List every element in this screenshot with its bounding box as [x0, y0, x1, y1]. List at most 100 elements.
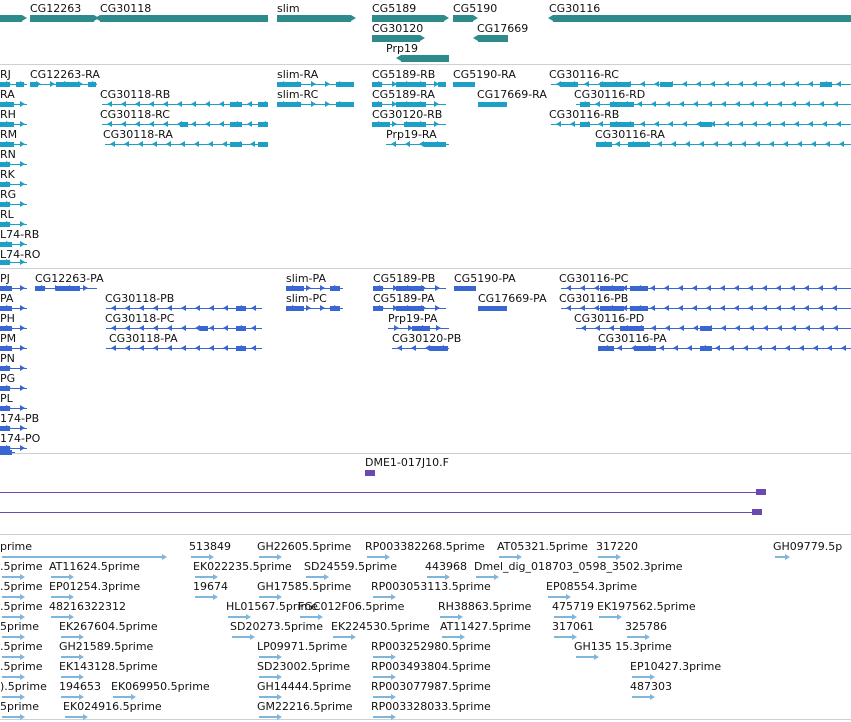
exon-block[interactable] — [453, 82, 475, 87]
exon-block[interactable] — [277, 82, 301, 87]
protein-label[interactable]: PL — [0, 392, 13, 405]
protein-label[interactable]: PN — [0, 352, 15, 365]
est-feature[interactable] — [548, 596, 566, 598]
est-feature[interactable] — [65, 716, 83, 718]
exon-block[interactable] — [56, 286, 80, 291]
est-feature[interactable] — [2, 676, 20, 678]
est-label[interactable]: 325786 — [625, 620, 667, 633]
est-label[interactable]: 317061 — [552, 620, 594, 633]
est-feature[interactable] — [61, 656, 79, 658]
gene-label[interactable]: CG17669 — [477, 22, 529, 35]
exon-block[interactable] — [396, 102, 426, 107]
est-feature[interactable] — [61, 636, 79, 638]
exon-block[interactable] — [0, 182, 10, 187]
gene-bar[interactable] — [30, 15, 94, 22]
exon-block[interactable] — [0, 406, 10, 411]
transcript-label[interactable]: CG30116-RD — [574, 88, 646, 101]
protein-label[interactable]: CG30118-PA — [109, 332, 178, 345]
est-feature[interactable] — [300, 616, 318, 618]
gene-bar[interactable] — [372, 15, 444, 22]
est-feature[interactable] — [2, 716, 20, 718]
transcript-label[interactable]: CG5189-RB — [372, 68, 436, 81]
protein-label[interactable]: CG30118-PB — [105, 292, 175, 305]
exon-block[interactable] — [478, 306, 507, 311]
est-label[interactable]: AT05321.5prime — [497, 540, 588, 553]
est-feature[interactable] — [440, 616, 458, 618]
transcript-label[interactable]: RA — [0, 88, 15, 101]
exon-block[interactable] — [0, 162, 10, 167]
est-feature[interactable] — [373, 676, 391, 678]
exon-block[interactable] — [396, 82, 426, 87]
exon-block[interactable] — [373, 306, 383, 311]
clone-end-marker[interactable] — [365, 470, 375, 476]
est-feature[interactable] — [51, 576, 69, 578]
gene-label[interactable]: CG30116 — [549, 2, 601, 15]
est-label[interactable]: ).5prime — [0, 680, 47, 693]
exon-block[interactable] — [0, 82, 10, 87]
est-label[interactable]: GH21589.5prime — [59, 640, 154, 653]
est-label[interactable]: 5prime — [0, 700, 40, 713]
transcript-label[interactable]: L74-RO — [0, 248, 41, 261]
est-feature[interactable] — [598, 556, 616, 558]
exon-block[interactable] — [610, 122, 634, 127]
transcript-label[interactable]: CG30116-RC — [549, 68, 619, 81]
est-feature[interactable] — [373, 656, 391, 658]
transcript-label[interactable]: L74-RB — [0, 228, 40, 241]
est-feature[interactable] — [373, 716, 391, 718]
exon-block[interactable] — [700, 122, 712, 127]
exon-block[interactable] — [0, 426, 10, 431]
gene-bar[interactable] — [478, 35, 508, 42]
protein-label[interactable]: CG30118-PC — [105, 312, 175, 325]
est-feature[interactable] — [232, 636, 250, 638]
est-feature[interactable] — [2, 696, 20, 698]
exon-block[interactable] — [336, 82, 354, 87]
est-label[interactable]: RP003382268.5prime — [365, 540, 485, 553]
est-feature[interactable] — [554, 636, 572, 638]
transcript-label[interactable]: RK — [0, 168, 15, 181]
exon-block[interactable] — [610, 102, 634, 107]
exon-block[interactable] — [30, 82, 38, 87]
exon-block[interactable] — [0, 446, 10, 451]
transcript-label[interactable]: CG12263-RA — [30, 68, 100, 81]
est-feature[interactable] — [61, 696, 79, 698]
protein-label[interactable]: PH — [0, 312, 15, 325]
protein-label[interactable]: PM — [0, 332, 17, 345]
est-feature[interactable] — [195, 596, 213, 598]
exon-block[interactable] — [336, 102, 354, 107]
est-label[interactable]: 5prime — [0, 620, 40, 633]
gene-bar[interactable] — [277, 15, 351, 22]
est-feature[interactable] — [427, 576, 445, 578]
exon-block[interactable] — [35, 286, 45, 291]
est-label[interactable]: GH135 15.3prime — [574, 640, 672, 653]
est-feature[interactable] — [333, 636, 351, 638]
est-label[interactable]: 317220 — [596, 540, 638, 553]
est-feature[interactable] — [2, 636, 20, 638]
protein-label[interactable]: CG5189-PB — [373, 272, 436, 285]
exon-block[interactable] — [277, 102, 301, 107]
est-label[interactable]: EK143128.5prime — [59, 660, 158, 673]
est-label[interactable]: AT11624.5prime — [49, 560, 140, 573]
est-label[interactable]: FGC012F06.5prime — [298, 600, 405, 613]
est-label[interactable]: EP08554.3prime — [546, 580, 638, 593]
est-label[interactable]: RP003053113.5prime — [371, 580, 491, 593]
exon-block[interactable] — [404, 122, 426, 127]
est-label[interactable]: RH38863.5prime — [438, 600, 532, 613]
gene-label[interactable]: CG5190 — [453, 2, 498, 15]
exon-block[interactable] — [660, 82, 672, 87]
est-label[interactable]: EP10427.3prime — [630, 660, 722, 673]
est-label[interactable]: SD23002.5prime — [257, 660, 350, 673]
est-label[interactable]: GH09779.5p — [773, 540, 843, 553]
protein-label[interactable]: Prp19-PA — [388, 312, 438, 325]
est-label[interactable]: AT11427.5prime — [440, 620, 531, 633]
exon-block[interactable] — [372, 102, 382, 107]
est-label[interactable]: EK024916.5prime — [63, 700, 162, 713]
gene-bar[interactable] — [453, 15, 473, 22]
clone-end-marker[interactable] — [756, 489, 766, 495]
exon-block[interactable] — [438, 82, 446, 87]
gene-label[interactable]: CG30120 — [372, 22, 424, 35]
est-feature[interactable] — [51, 596, 69, 598]
protein-label[interactable]: CG30116-PB — [559, 292, 629, 305]
gene-label[interactable]: slim — [277, 2, 300, 15]
gene-label[interactable]: CG12263 — [30, 2, 82, 15]
gene-label[interactable]: CG5189 — [372, 2, 417, 15]
